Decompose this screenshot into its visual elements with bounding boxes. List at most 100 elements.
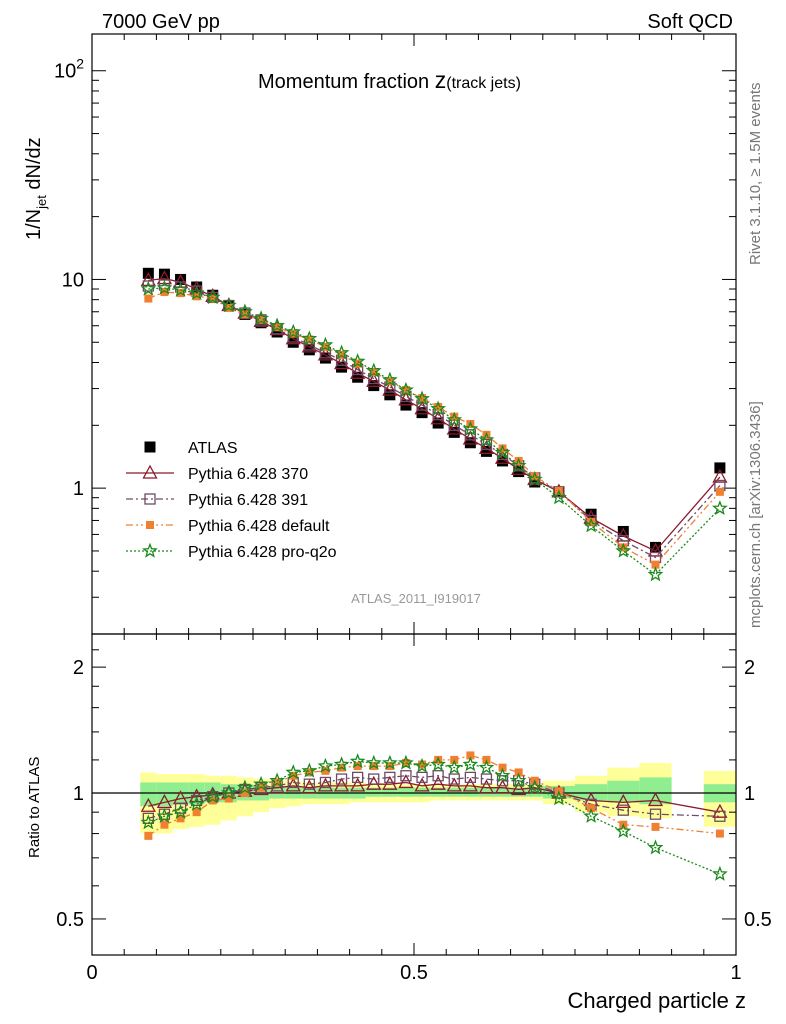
ratio-point-0-28 bbox=[647, 792, 664, 807]
ratio-point-1-3 bbox=[190, 794, 203, 807]
ratio-point-3-17 bbox=[414, 757, 430, 773]
main-point-2-7 bbox=[255, 314, 267, 326]
ratio-point-1-11 bbox=[319, 776, 332, 789]
legend: ATLAS Pythia 6.428 370 Pythia 6.428 391 Pyt… bbox=[126, 440, 337, 561]
main-point-4-19 bbox=[446, 411, 463, 427]
ratio-point-0-1 bbox=[156, 793, 173, 809]
band-inner-18 bbox=[430, 787, 447, 797]
ratio-point-1-27 bbox=[617, 804, 629, 816]
main-point-3-9 bbox=[289, 329, 298, 338]
ratio-point-3-21 bbox=[478, 759, 495, 775]
ratio-point-2-11 bbox=[321, 766, 330, 775]
ratio-point-3-3 bbox=[188, 796, 205, 811]
main-point-2-20 bbox=[464, 429, 477, 441]
rivet-label: Rivet 3.1.10, ≥ 1.5M events bbox=[747, 83, 764, 266]
main-point-1-29 bbox=[712, 468, 728, 483]
ratio-point-1-16 bbox=[400, 770, 412, 782]
main-point-4-15 bbox=[381, 371, 398, 387]
main-point-4-29 bbox=[711, 500, 728, 516]
ratio-y-tick-label-right: 2 bbox=[744, 657, 755, 679]
ratio-y-tick-label-right: 0.5 bbox=[744, 909, 772, 931]
x-tick-label: 0.5 bbox=[400, 962, 428, 984]
ratio-point-2-29 bbox=[715, 829, 724, 838]
ratio-point-1-12 bbox=[335, 773, 348, 785]
main-point-3-8 bbox=[273, 323, 282, 332]
main-point-1-18 bbox=[430, 410, 446, 425]
ratio-point-3-23 bbox=[510, 772, 527, 788]
ratio-point-1-22 bbox=[496, 775, 509, 787]
main-point-0-23 bbox=[513, 466, 525, 478]
ratio-point-2-17 bbox=[418, 760, 427, 769]
main-point-4-3 bbox=[188, 284, 205, 300]
legend-marker-1 bbox=[142, 464, 158, 479]
main-point-3-17 bbox=[418, 394, 427, 403]
legend-marker-4 bbox=[142, 542, 158, 558]
ratio-point-3-12 bbox=[333, 756, 350, 772]
ratio-point-3-22 bbox=[494, 767, 511, 783]
legend-marker-3 bbox=[146, 521, 154, 529]
ratio-point-2-3 bbox=[192, 808, 201, 817]
ratio-y-tick-label-right: 1 bbox=[744, 783, 755, 805]
ratio-point-3-28 bbox=[647, 839, 664, 855]
ratio-point-0-22 bbox=[494, 779, 511, 794]
axes-frames: 0 0.5 1 1 10 102 0.5 0.5 1 1 2 2 bbox=[54, 33, 772, 984]
ratio-point-1-0 bbox=[142, 812, 155, 824]
legend-label-4: Pythia 6.428 pro-q2o bbox=[188, 544, 337, 561]
legend-marker-2 bbox=[144, 493, 156, 505]
ratio-point-2-18 bbox=[434, 755, 443, 764]
main-point-0-1 bbox=[158, 268, 170, 280]
mcplots-label: mcplots.cern.ch [arXiv:1306.3436] bbox=[747, 401, 764, 628]
main-point-0-2 bbox=[175, 273, 187, 285]
main-point-4-24 bbox=[526, 471, 543, 487]
main-point-3-11 bbox=[321, 342, 330, 351]
ratio-point-0-17 bbox=[414, 777, 430, 792]
ratio-point-2-20 bbox=[466, 751, 475, 760]
ratio-point-1-15 bbox=[384, 771, 396, 784]
ratio-point-0-24 bbox=[527, 779, 543, 794]
ratio-point-0-19 bbox=[446, 777, 462, 792]
ratio-y-tick-label-left: 0.5 bbox=[56, 909, 84, 931]
main-point-0-12 bbox=[336, 361, 348, 373]
ratio-point-2-8 bbox=[273, 778, 282, 787]
main-point-0-18 bbox=[432, 417, 444, 429]
ratio-point-3-25 bbox=[550, 790, 567, 806]
main-point-3-22 bbox=[498, 444, 507, 453]
main-point-1-1 bbox=[156, 270, 173, 285]
ratio-series-line-3 bbox=[148, 760, 721, 875]
ratio-point-3-27 bbox=[615, 822, 632, 839]
ratio-point-3-0 bbox=[140, 814, 157, 830]
ratio-point-2-10 bbox=[305, 768, 314, 777]
main-point-0-19 bbox=[448, 426, 460, 438]
main-point-0-17 bbox=[416, 407, 428, 419]
main-point-1-20 bbox=[462, 430, 478, 445]
ratio-point-3-20 bbox=[462, 756, 479, 772]
ratio-point-3-13 bbox=[349, 753, 366, 769]
main-point-4-6 bbox=[237, 303, 253, 319]
ratio-point-0-16 bbox=[398, 774, 414, 789]
ratio-point-2-5 bbox=[224, 794, 233, 803]
main-point-0-22 bbox=[497, 455, 509, 467]
main-point-0-26 bbox=[585, 508, 597, 520]
band-inner-15 bbox=[381, 787, 398, 797]
main-point-4-9 bbox=[285, 323, 302, 339]
main-point-0-21 bbox=[480, 445, 492, 457]
main-point-4-5 bbox=[221, 297, 237, 313]
band-inner-14 bbox=[365, 787, 382, 797]
ratio-point-3-18 bbox=[430, 756, 446, 772]
main-point-4-18 bbox=[430, 400, 447, 416]
main-point-4-16 bbox=[398, 381, 414, 397]
legend-marker-0 bbox=[144, 441, 156, 453]
main-point-0-14 bbox=[368, 380, 380, 392]
ratio-point-1-14 bbox=[368, 773, 380, 785]
ratio-point-3-10 bbox=[301, 762, 318, 778]
ratio-point-0-11 bbox=[317, 777, 334, 792]
band-inner-0 bbox=[140, 782, 157, 807]
main-point-4-27 bbox=[615, 542, 632, 558]
ratio-ylabel: Ratio to ATLAS bbox=[26, 757, 43, 858]
ratio-point-3-6 bbox=[237, 779, 253, 795]
ratio-point-2-4 bbox=[208, 796, 217, 805]
ratio-point-0-21 bbox=[478, 779, 495, 794]
ratio-point-3-14 bbox=[365, 754, 382, 770]
main-point-4-7 bbox=[253, 310, 269, 326]
ratio-point-1-13 bbox=[351, 771, 364, 784]
